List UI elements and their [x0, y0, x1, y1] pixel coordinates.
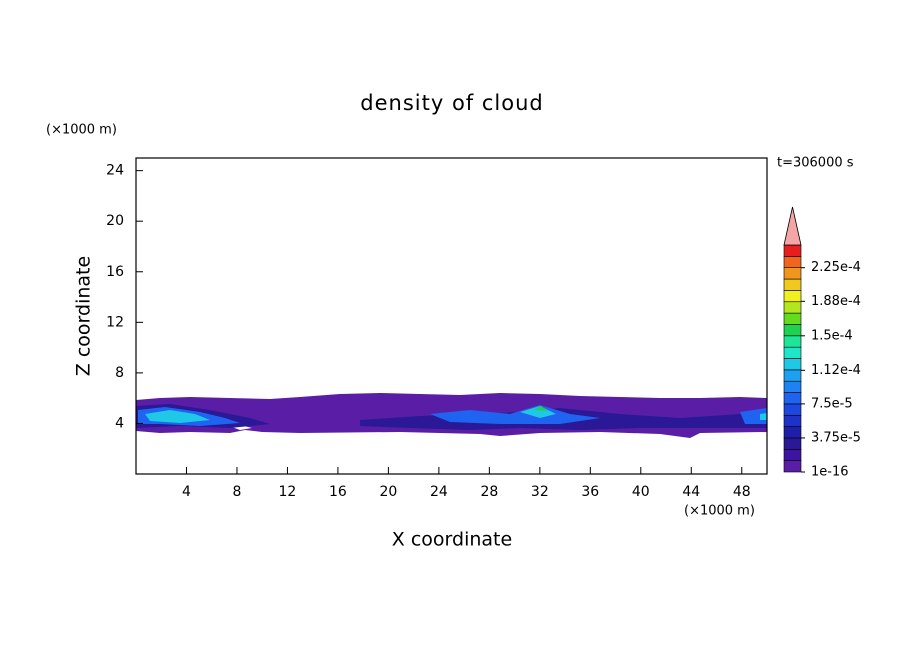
y-tick-label: 8: [115, 365, 124, 381]
colorbar-band: [783, 358, 802, 371]
colorbar-band: [783, 460, 802, 473]
colorbar-band: [783, 448, 802, 461]
colorbar-band: [783, 278, 802, 291]
colorbar-band: [783, 335, 802, 348]
x-unit: (×1000 m): [684, 504, 755, 519]
x-tick-label: 48: [733, 484, 751, 500]
y-axis-label: Z coordinate: [73, 256, 95, 376]
colorbar-band: [783, 392, 802, 405]
colorbar-band: [783, 414, 802, 427]
colorbar-band: [783, 437, 802, 450]
colorbar-tick-label: 1.5e-4: [811, 328, 853, 343]
colorbar-band: [783, 403, 802, 416]
colorbar-band: [783, 346, 802, 359]
colorbar-band: [783, 301, 802, 314]
colorbar-band: [783, 290, 802, 303]
y-tick-label: 20: [106, 213, 124, 229]
x-tick-label: 20: [379, 484, 397, 500]
y-tick-label: 4: [115, 415, 124, 431]
contour-region: [534, 406, 548, 411]
x-tick-label: 4: [182, 484, 191, 500]
colorbar-band: [783, 426, 802, 439]
colorbar-tick-label: 1e-16: [811, 465, 849, 480]
x-tick-label: 16: [329, 484, 347, 500]
colorbar-band: [783, 324, 802, 337]
colorbar-band: [783, 369, 802, 382]
contour-region: [138, 405, 767, 426]
colorbar-extension: [783, 206, 802, 246]
x-tick-label: 32: [531, 484, 549, 500]
plot-frame: [135, 157, 768, 475]
x-tick-label: 24: [430, 484, 448, 500]
y-tick-label: 12: [106, 314, 124, 330]
x-tick-label: 8: [232, 484, 241, 500]
x-tick-label: 44: [682, 484, 700, 500]
colorbar-band: [783, 267, 802, 280]
chart-title: density of cloud: [360, 91, 543, 115]
colorbar-band: [783, 244, 802, 257]
contour-field: [136, 393, 767, 438]
colorbar-band: [783, 380, 802, 393]
colorbar-band: [783, 312, 802, 325]
x-tick-label: 12: [279, 484, 297, 500]
colorbar-tick-label: 3.75e-5: [811, 430, 861, 445]
y-tick-label: 24: [106, 163, 124, 179]
colorbar-tick-label: 1.88e-4: [811, 294, 861, 309]
x-tick-label: 40: [632, 484, 650, 500]
x-axis-label: X coordinate: [392, 529, 512, 551]
time-label: t=306000 s: [777, 156, 854, 171]
y-tick-label: 16: [106, 264, 124, 280]
colorbar-tick-label: 7.5e-5: [811, 396, 853, 411]
x-tick-label: 28: [480, 484, 498, 500]
colorbar-band: [783, 256, 802, 269]
x-tick-label: 36: [581, 484, 599, 500]
colorbar-tick-label: 2.25e-4: [811, 260, 861, 275]
y-unit: (×1000 m): [46, 123, 117, 138]
colorbar-tick-label: 1.12e-4: [811, 363, 861, 378]
